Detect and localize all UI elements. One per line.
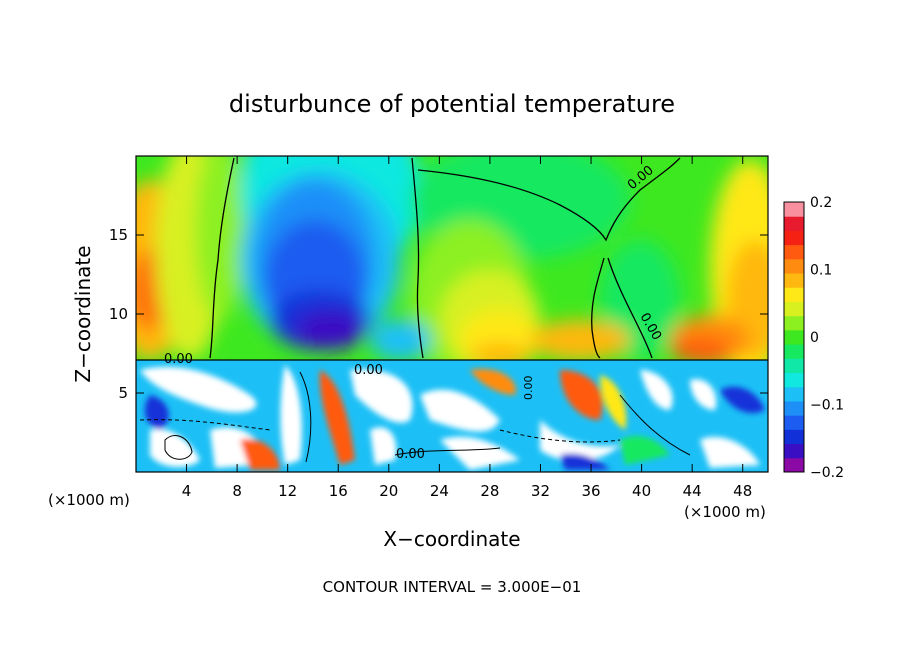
colorbar-swatch bbox=[784, 429, 804, 445]
x-tick-label: 8 bbox=[232, 482, 242, 500]
x-axis-label: X−coordinate bbox=[383, 527, 520, 551]
colorbar-tick-label: −0.2 bbox=[810, 465, 844, 481]
x-tick-label: 44 bbox=[683, 482, 702, 500]
upper-field: 0.00 0.00 bbox=[136, 156, 768, 360]
colorbar-swatch bbox=[784, 372, 804, 388]
x-tick-label: 28 bbox=[480, 482, 499, 500]
x-tick-label: 32 bbox=[531, 482, 550, 500]
y-tick-label: 5 bbox=[118, 384, 128, 402]
contour-label-3: 0.00 bbox=[354, 363, 383, 378]
colorbar-swatch bbox=[784, 202, 804, 217]
colorbar-swatch bbox=[784, 400, 804, 416]
x-tick-label: 40 bbox=[632, 482, 651, 500]
x-tick-label: 4 bbox=[182, 482, 192, 500]
colorbar-tick-label: −0.1 bbox=[810, 398, 844, 414]
y-axis-label: Z−coordinate bbox=[71, 245, 95, 382]
plot-area: 0.00 0.00 bbox=[135, 155, 769, 473]
x-tick-label: 24 bbox=[430, 482, 449, 500]
x-axis: 4 8 12 16 20 24 28 32 36 40 44 48 bbox=[182, 156, 752, 500]
x-unit-left: (×1000 m) bbox=[48, 491, 130, 509]
colorbar-swatch bbox=[784, 329, 804, 345]
y-axis: 5 10 15 bbox=[109, 226, 768, 402]
colorbar-swatch bbox=[784, 415, 804, 430]
y-tick-label: 15 bbox=[109, 226, 128, 244]
colorbar-swatch bbox=[784, 358, 804, 374]
colorbar-frame bbox=[783, 201, 805, 473]
colorbar-swatch bbox=[784, 258, 804, 274]
colorbar-swatch bbox=[784, 287, 804, 302]
colorbar-swatch bbox=[784, 457, 804, 473]
x-tick-label: 20 bbox=[379, 482, 398, 500]
colorbar-swatch bbox=[784, 244, 804, 260]
colorbar-swatch bbox=[784, 273, 804, 288]
lower-field: 0.00 0.00 0.00 bbox=[136, 360, 768, 472]
contour-interval-note: CONTOUR INTERVAL = 3.000E−01 bbox=[323, 578, 582, 596]
colorbar-swatch bbox=[784, 230, 804, 246]
colorbar-swatch bbox=[784, 216, 804, 231]
colorbar-swatch bbox=[784, 443, 804, 459]
x-tick-label: 48 bbox=[733, 482, 752, 500]
contour-label-5: 0.00 bbox=[522, 376, 535, 401]
colorbar-swatch bbox=[784, 301, 804, 317]
chart-title: disturbunce of potential temperature bbox=[229, 90, 675, 118]
y-tick-label: 10 bbox=[109, 305, 128, 323]
x-tick-label: 36 bbox=[581, 482, 600, 500]
colorbar: 0.2 0.1 0 −0.1 −0.2 bbox=[783, 195, 844, 481]
colorbar-swatch bbox=[784, 386, 804, 402]
colorbar-tick-label: 0 bbox=[810, 330, 819, 346]
contour-label-6: 0.00 bbox=[164, 352, 193, 367]
contour-label-4: 0.00 bbox=[396, 447, 425, 462]
colorbar-swatch bbox=[784, 344, 804, 359]
colorbar-tick-label: 0.1 bbox=[810, 263, 832, 279]
x-tick-label: 16 bbox=[329, 482, 348, 500]
colorbar-tick-label: 0.2 bbox=[810, 195, 832, 211]
x-unit-right: (×1000 m) bbox=[684, 503, 766, 521]
colorbar-swatch bbox=[784, 315, 804, 331]
x-tick-label: 12 bbox=[278, 482, 297, 500]
